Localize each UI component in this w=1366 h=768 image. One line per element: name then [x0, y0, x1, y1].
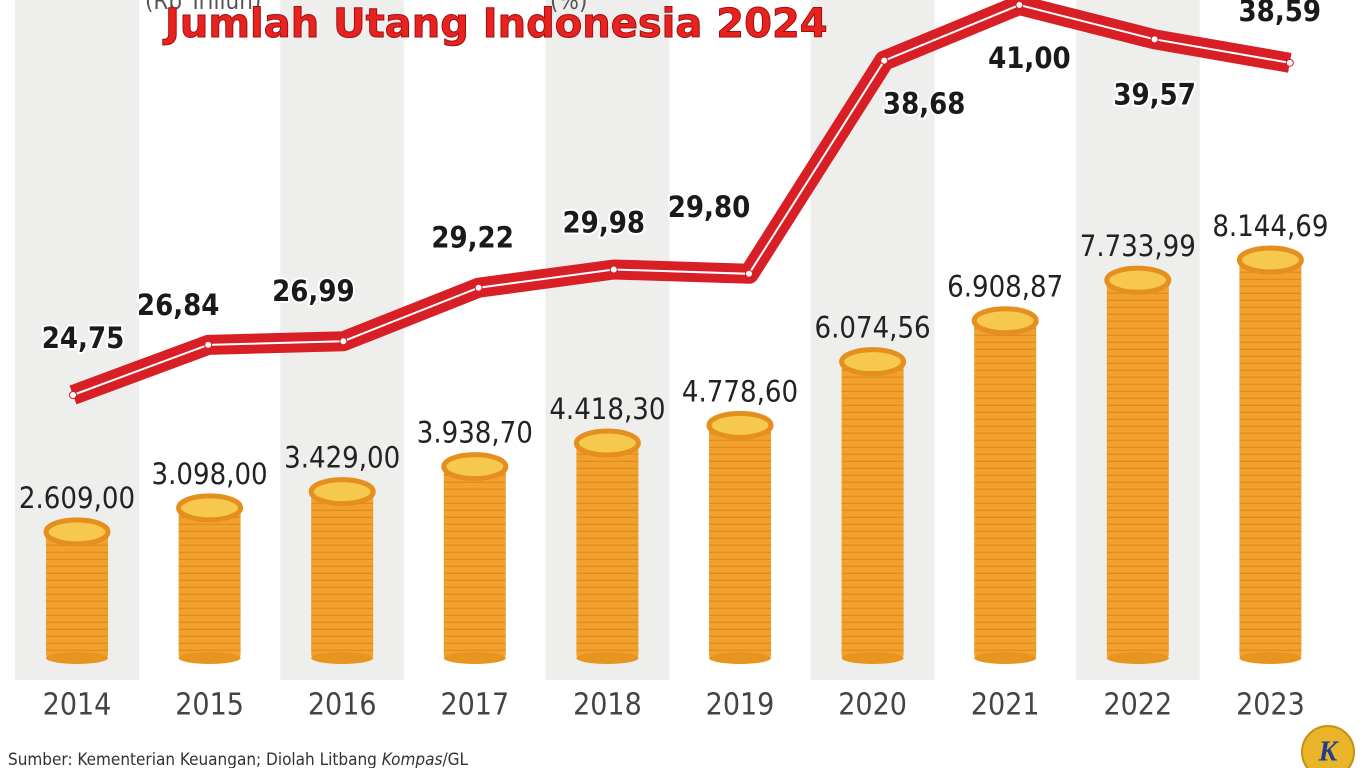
value-label: 41,00	[988, 41, 1071, 75]
line-point	[69, 391, 77, 399]
x-tick-label: 2015	[175, 688, 244, 723]
value-label: 24,75	[42, 321, 125, 355]
bar-base	[841, 652, 904, 664]
value-label: 38,59	[1239, 0, 1322, 28]
line-highlight	[72, 3, 1290, 396]
value-label: 29,22	[431, 221, 514, 255]
bar	[443, 466, 506, 660]
bar-base	[1239, 652, 1302, 664]
bar-top	[706, 410, 774, 440]
value-label: 39,57	[1113, 77, 1196, 111]
source-text: Sumber: Kementerian Keuangan; Diolah Lit…	[8, 750, 382, 768]
line-point	[474, 283, 483, 292]
bar-top	[839, 347, 907, 377]
chart-title: Jumlah Utang Indonesia 2024	[162, 1, 828, 47]
line-point	[745, 269, 753, 278]
line-point	[880, 56, 889, 65]
source-note: Sumber: Kementerian Keuangan; Diolah Lit…	[8, 750, 468, 768]
plot: 2014 2015 2016 2017 2018 2019 2020 2021 2022 2023…	[19, 0, 1328, 723]
value-label: 26,99	[272, 274, 355, 308]
bar-base	[1106, 652, 1169, 664]
value-label: 4.778,60	[682, 374, 798, 408]
line-point	[339, 337, 348, 346]
unit-label: (Rp Triliun)	[145, 0, 261, 15]
bar-top	[43, 517, 111, 547]
bar-base	[311, 652, 374, 664]
x-tick-label: 2017	[440, 688, 509, 723]
bar-top	[1236, 245, 1304, 275]
x-tick-label: 2020	[838, 688, 907, 723]
value-label: 3.938,70	[417, 416, 533, 450]
bar	[576, 443, 639, 660]
value-label: 8.144,69	[1212, 209, 1328, 243]
x-tick-label: 2021	[971, 688, 1040, 723]
bar-base	[709, 652, 771, 664]
bar	[841, 361, 904, 660]
x-tick-label: 2022	[1103, 688, 1172, 723]
value-label: 2.609,00	[19, 481, 135, 515]
bar	[46, 531, 108, 660]
unit-label: (%)	[550, 0, 587, 15]
line-point	[1285, 58, 1294, 67]
bar-base	[576, 652, 639, 664]
line-point	[1150, 35, 1159, 44]
value-label: 6.074,56	[815, 311, 931, 345]
bar-top	[971, 306, 1039, 336]
x-tick-label: 2014	[43, 688, 112, 723]
bar-base	[178, 652, 241, 664]
line-point	[204, 340, 213, 349]
bar-top	[1104, 265, 1172, 295]
bar	[974, 320, 1037, 660]
line-point	[1015, 1, 1024, 9]
value-label: 38,68	[883, 87, 966, 121]
bar-top	[176, 493, 244, 523]
line-point	[609, 265, 618, 274]
bar-base	[443, 652, 506, 664]
x-tick-label: 2019	[706, 688, 775, 723]
value-label: 3.098,00	[152, 457, 268, 491]
bar-top	[573, 428, 641, 458]
value-label: 6.908,87	[947, 270, 1063, 304]
bar-base	[46, 652, 108, 664]
bar	[178, 507, 241, 660]
bar	[1239, 260, 1302, 660]
bar-top	[308, 477, 376, 507]
x-tick-label: 2018	[573, 688, 642, 723]
x-tick-label: 2016	[308, 688, 377, 723]
bar	[1106, 280, 1169, 660]
value-label: 4.418,30	[549, 392, 665, 426]
source-text: /GL	[442, 750, 468, 768]
value-label: 26,84	[137, 288, 220, 322]
value-label: 3.429,00	[284, 441, 400, 475]
x-tick-label: 2023	[1236, 688, 1305, 723]
value-label: 29,80	[668, 190, 751, 224]
bar	[311, 491, 374, 660]
value-label: 7.733,99	[1080, 229, 1196, 263]
bar-base	[974, 652, 1037, 664]
value-label: 29,98	[563, 205, 646, 239]
logo-text: K	[1318, 736, 1340, 767]
bar	[709, 425, 771, 660]
source-text: Kompas	[382, 750, 443, 768]
bar-top	[441, 452, 509, 482]
logo	[1301, 725, 1355, 768]
